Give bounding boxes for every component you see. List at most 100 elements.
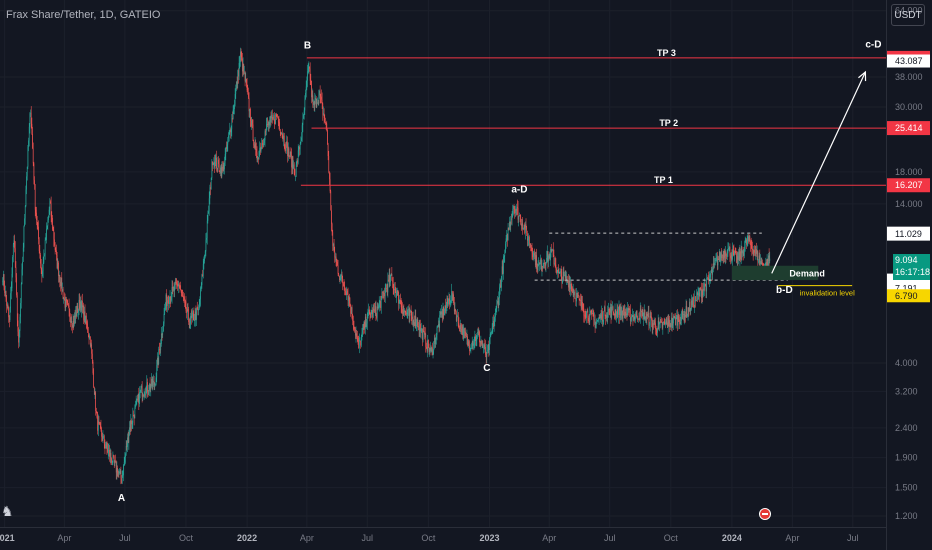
candle-body bbox=[50, 201, 51, 204]
candle-body bbox=[556, 271, 558, 273]
candle-body bbox=[218, 163, 220, 172]
candle-body bbox=[769, 258, 771, 262]
projection-arrow-line bbox=[771, 71, 866, 274]
candle-body bbox=[58, 274, 60, 276]
candle-body bbox=[398, 291, 399, 304]
candle-body bbox=[286, 141, 288, 144]
candle-body bbox=[31, 123, 33, 134]
candle-body bbox=[243, 64, 245, 74]
candle-body bbox=[515, 209, 517, 211]
candle-body bbox=[232, 109, 234, 120]
candle-body bbox=[469, 348, 471, 352]
candle-body bbox=[665, 321, 667, 323]
candle-body bbox=[701, 289, 702, 298]
candle-body bbox=[570, 283, 572, 286]
candle-body bbox=[693, 305, 695, 308]
candle-body bbox=[560, 271, 561, 273]
candle-body bbox=[95, 410, 97, 412]
candle-body bbox=[171, 297, 172, 300]
candle-body bbox=[89, 336, 91, 346]
candle-body bbox=[577, 295, 579, 297]
candle-body bbox=[670, 324, 672, 328]
candle-body bbox=[674, 317, 676, 319]
currency-button[interactable]: USDT bbox=[891, 4, 925, 26]
candle-body bbox=[157, 358, 158, 366]
candle-body bbox=[642, 309, 644, 320]
candle-body bbox=[204, 251, 206, 256]
candle-body bbox=[146, 382, 148, 388]
candle-body bbox=[628, 308, 630, 311]
candle-body bbox=[94, 392, 96, 395]
candle-body bbox=[511, 213, 513, 220]
candle-body bbox=[248, 97, 250, 112]
candle-body bbox=[485, 347, 486, 355]
candle-body bbox=[214, 159, 216, 168]
candle-body bbox=[656, 332, 658, 333]
candle-body bbox=[564, 274, 566, 276]
candle-body bbox=[436, 327, 438, 335]
candle-body bbox=[434, 337, 435, 343]
candle-body bbox=[91, 353, 93, 362]
candle-body bbox=[68, 305, 70, 310]
candle-body bbox=[309, 67, 310, 69]
candle-body bbox=[371, 309, 373, 314]
candle-body bbox=[168, 300, 170, 305]
candle-body bbox=[532, 256, 534, 258]
candle-body bbox=[10, 288, 12, 294]
candle-body bbox=[305, 86, 307, 94]
candle-body bbox=[327, 129, 328, 145]
demand-zone bbox=[731, 265, 819, 281]
price-badge-text: 6.790 bbox=[895, 291, 918, 301]
candle-body bbox=[186, 309, 188, 313]
candle-body bbox=[482, 343, 484, 348]
event-flag-icon[interactable] bbox=[759, 508, 771, 520]
candle-body bbox=[66, 299, 67, 302]
candle-body bbox=[530, 247, 532, 249]
candle-body bbox=[204, 255, 205, 262]
candle-body bbox=[761, 262, 763, 265]
candle-body bbox=[89, 336, 91, 339]
candle-body bbox=[272, 117, 274, 119]
candle-body bbox=[669, 320, 670, 327]
candle-body bbox=[66, 301, 68, 303]
candle-body bbox=[35, 209, 37, 213]
candle-body bbox=[317, 102, 318, 104]
candle-body bbox=[648, 312, 650, 326]
candle-body bbox=[615, 314, 617, 317]
candle-body bbox=[198, 308, 199, 311]
candle-body bbox=[601, 311, 603, 319]
candle-body bbox=[357, 338, 359, 341]
candle-body bbox=[99, 423, 100, 425]
candle-body bbox=[96, 411, 98, 418]
y-tick-label: 30.000 bbox=[895, 102, 923, 112]
candle-body bbox=[165, 306, 166, 311]
candle-body bbox=[24, 206, 26, 219]
candle-body bbox=[544, 263, 546, 266]
candle-body bbox=[441, 311, 443, 318]
candle-body bbox=[466, 336, 468, 338]
candle-body bbox=[768, 255, 769, 267]
candle-body bbox=[156, 365, 158, 378]
candle-body bbox=[660, 320, 662, 322]
candle-body bbox=[551, 250, 553, 252]
candle-body bbox=[241, 56, 243, 59]
candle-body bbox=[689, 301, 691, 312]
candle-body bbox=[187, 309, 189, 312]
candle-body bbox=[293, 164, 295, 170]
candle-body bbox=[536, 255, 537, 269]
candle-body bbox=[610, 306, 611, 313]
candle-countdown: 16:17:18 bbox=[895, 267, 931, 277]
candle-body bbox=[262, 144, 264, 146]
candle-body bbox=[742, 250, 743, 254]
candle-body bbox=[683, 314, 685, 321]
candle-body bbox=[189, 323, 191, 329]
candle-body bbox=[467, 341, 469, 346]
candle-body bbox=[281, 133, 283, 136]
candle-body bbox=[72, 320, 74, 328]
candle-body bbox=[101, 430, 102, 437]
candle-body bbox=[553, 254, 555, 265]
candle-body bbox=[358, 340, 360, 349]
candle-body bbox=[258, 158, 259, 160]
candle-body bbox=[408, 309, 409, 310]
